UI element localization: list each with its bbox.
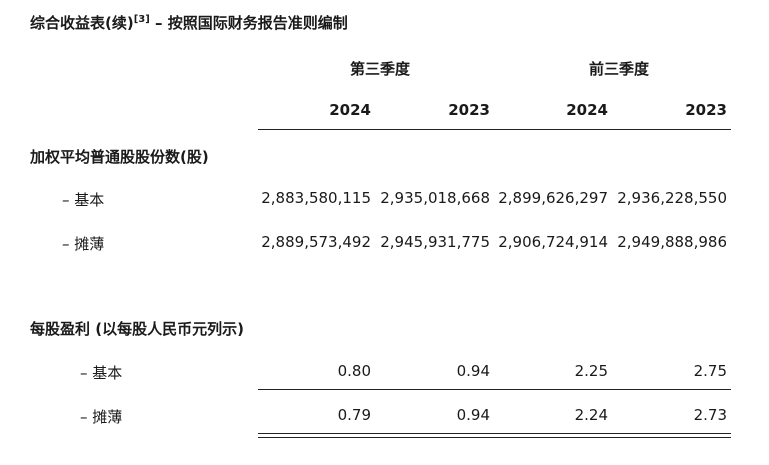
shares-basic-q3-2024: 2,883,580,115 [261, 189, 371, 207]
eps-diluted-q3-2023: 0.94 [456, 406, 490, 424]
shares-diluted-q3-2023: 2,945,931,775 [380, 233, 490, 251]
header-rule [258, 129, 731, 130]
shares-diluted-ytd-2023: 2,949,888,986 [617, 233, 727, 251]
shares-basic-ytd-2024: 2,899,626,297 [498, 189, 608, 207]
shares-diluted-q3-2024: 2,889,573,492 [261, 233, 371, 251]
shares-basic-ytd-2023: 2,936,228,550 [617, 189, 727, 207]
eps-basic-q3-2024: 0.80 [337, 362, 371, 380]
year-header-ytd-2024: 2024 [566, 101, 608, 119]
period-header-ytd: 前三季度 [588, 60, 649, 78]
eps-subtotal-rule [258, 389, 731, 390]
eps-basic-ytd-2024: 2.25 [574, 362, 608, 380]
year-header-q3-2023: 2023 [448, 101, 490, 119]
footnote-ref: [3] [133, 14, 150, 25]
total-rule-lower [258, 437, 731, 438]
shares-diluted-label: – 摊薄 [62, 235, 105, 253]
statement-title: 综合收益表(续)[3] – 按照国际财务报告准则编制 [30, 12, 348, 33]
eps-basic-q3-2023: 0.94 [456, 362, 490, 380]
year-header-ytd-2023: 2023 [685, 101, 727, 119]
title-suffix: – 按照国际财务报告准则编制 [149, 14, 348, 32]
shares-heading: 加权平均普通股股份数(股) [30, 148, 209, 166]
total-rule-upper [258, 433, 731, 434]
eps-diluted-q3-2024: 0.79 [337, 406, 371, 424]
eps-heading: 每股盈利 (以每股人民币元列示) [30, 320, 244, 338]
eps-diluted-ytd-2023: 2.73 [693, 406, 727, 424]
eps-diluted-ytd-2024: 2.24 [574, 406, 608, 424]
eps-basic-ytd-2023: 2.75 [693, 362, 727, 380]
shares-basic-label: – 基本 [62, 191, 105, 209]
shares-basic-q3-2023: 2,935,018,668 [380, 189, 490, 207]
year-header-q3-2024: 2024 [329, 101, 371, 119]
period-header-q3: 第三季度 [349, 60, 410, 78]
eps-basic-label: – 基本 [80, 364, 123, 382]
title-text: 综合收益表(续) [30, 14, 134, 32]
eps-diluted-label: – 摊薄 [80, 408, 123, 426]
shares-diluted-ytd-2024: 2,906,724,914 [498, 233, 608, 251]
